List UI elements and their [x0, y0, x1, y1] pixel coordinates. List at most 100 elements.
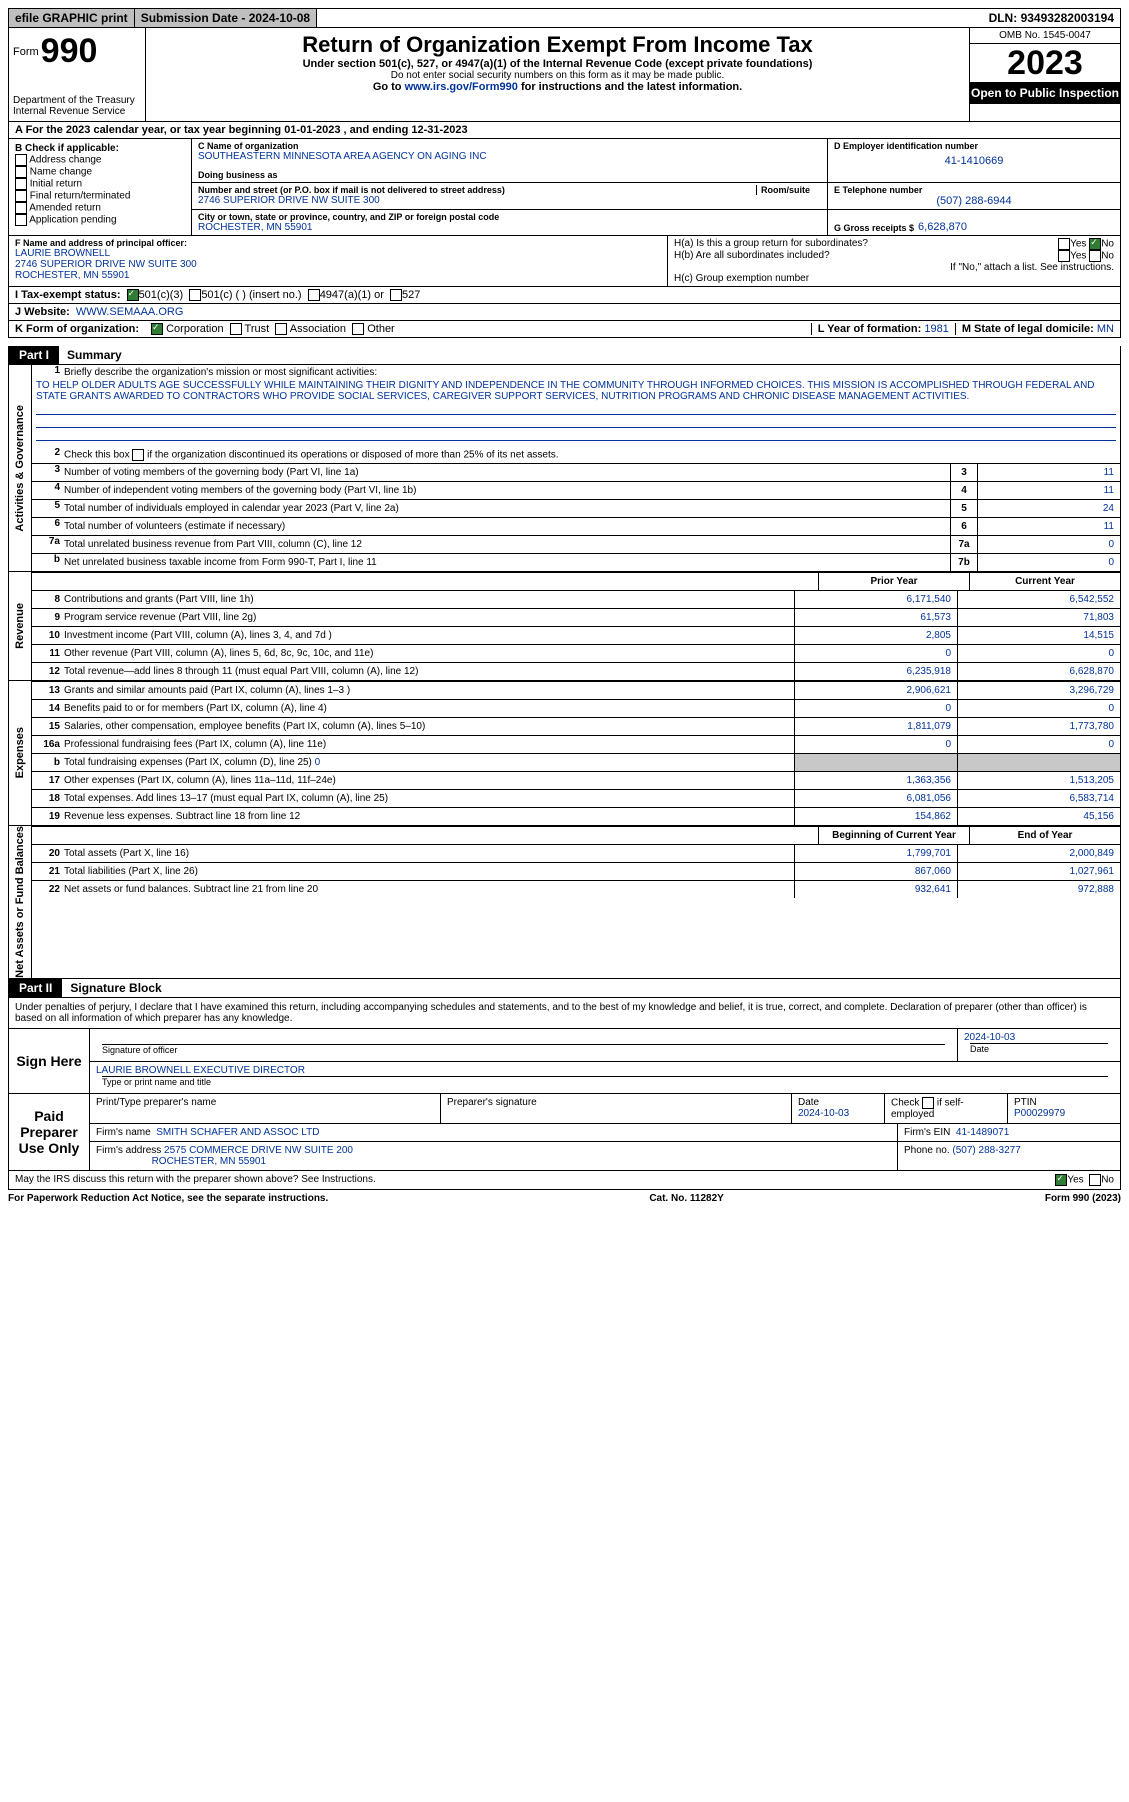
form-subtitle: Under section 501(c), 527, or 4947(a)(1)… [152, 58, 963, 70]
city-state-zip: ROCHESTER, MN 55901 [198, 222, 821, 233]
street-address: 2746 SUPERIOR DRIVE NW SUITE 300 [198, 195, 821, 206]
chk-discuss-no[interactable] [1089, 1174, 1101, 1186]
checkbox-item[interactable]: Address change [15, 154, 185, 166]
chk-discontinued[interactable] [132, 449, 144, 461]
side-governance: Activities & Governance [9, 365, 32, 571]
gross-block: G Gross receipts $ 6,628,870 [828, 210, 1120, 235]
preparer-block: Paid Preparer Use Only Print/Type prepar… [8, 1094, 1121, 1171]
form-number: Form 990 [13, 32, 141, 71]
summary-row: 7aTotal unrelated business revenue from … [32, 535, 1120, 553]
summary-row: 6Total number of volunteers (estimate if… [32, 517, 1120, 535]
checkbox-item[interactable]: Initial return [15, 178, 185, 190]
data-row: 21Total liabilities (Part X, line 26) 86… [32, 862, 1120, 880]
irs: Internal Revenue Service [13, 106, 141, 117]
submission-date: Submission Date - 2024-10-08 [135, 9, 317, 27]
section-bcd: B Check if applicable: Address change Na… [8, 139, 1121, 236]
summary-row: 3Number of voting members of the governi… [32, 463, 1120, 481]
data-row: 8Contributions and grants (Part VIII, li… [32, 590, 1120, 608]
mission-text: TO HELP OLDER ADULTS AGE SUCCESSFULLY WH… [32, 380, 1120, 402]
group-return-block: H(a) Is this a group return for subordin… [667, 236, 1120, 286]
ptin: P00029979 [1014, 1108, 1065, 1119]
checkbox-item[interactable]: Amended return [15, 202, 185, 214]
data-row: 10Investment income (Part VIII, column (… [32, 626, 1120, 644]
state-domicile: M State of legal domicile: MN [955, 323, 1114, 335]
efile-print[interactable]: efile GRAPHIC print [9, 9, 135, 27]
tax-year: 2023 [970, 44, 1120, 82]
part2-declaration: Under penalties of perjury, I declare th… [8, 998, 1121, 1029]
chk-self-employed[interactable] [922, 1097, 934, 1109]
k-option[interactable]: Corporation [151, 323, 230, 335]
org-name: SOUTHEASTERN MINNESOTA AREA AGENCY ON AG… [198, 151, 821, 162]
form-note: Do not enter social security numbers on … [152, 70, 963, 81]
dln: DLN: 93493282003194 [983, 9, 1120, 27]
data-row: 18Total expenses. Add lines 13–17 (must … [32, 789, 1120, 807]
city-block: City or town, state or province, country… [192, 210, 828, 235]
col-b: B Check if applicable: Address change Na… [9, 139, 192, 235]
data-row: 13Grants and similar amounts paid (Part … [32, 681, 1120, 699]
telephone: (507) 288-6944 [834, 195, 1114, 207]
k-option[interactable]: Association [275, 323, 352, 335]
side-revenue: Revenue [9, 572, 32, 680]
principal-officer: F Name and address of principal officer:… [9, 236, 667, 286]
checkbox-item[interactable]: Name change [15, 166, 185, 178]
side-netassets: Net Assets or Fund Balances [9, 826, 32, 978]
summary-netassets: Net Assets or Fund Balances Beginning of… [8, 826, 1121, 979]
chk-discuss-yes[interactable] [1055, 1174, 1067, 1186]
summary-row: bNet unrelated business taxable income f… [32, 553, 1120, 571]
officer-name: LAURIE BROWNELL EXECUTIVE DIRECTOR [96, 1065, 1114, 1076]
data-row: 11Other revenue (Part VIII, column (A), … [32, 644, 1120, 662]
firm-phone: (507) 288-3277 [952, 1145, 1020, 1156]
firm-name: SMITH SCHAFER AND ASSOC LTD [156, 1127, 319, 1138]
summary-expenses: Expenses 13Grants and similar amounts pa… [8, 681, 1121, 826]
addr-block: Number and street (or P.O. box if mail i… [192, 183, 828, 209]
topbar: efile GRAPHIC print Submission Date - 20… [8, 8, 1121, 28]
summary-row: 4Number of independent voting members of… [32, 481, 1120, 499]
chk-527[interactable] [390, 289, 402, 301]
chk-501c3[interactable] [127, 289, 139, 301]
firm-addr: 2575 COMMERCE DRIVE NW SUITE 200 [164, 1145, 353, 1156]
header-left: Form 990 Department of the Treasury Inte… [9, 28, 146, 121]
discuss-row: May the IRS discuss this return with the… [8, 1171, 1121, 1190]
form-link-line: Go to www.irs.gov/Form990 for instructio… [152, 81, 963, 93]
data-row: 17Other expenses (Part IX, column (A), l… [32, 771, 1120, 789]
checkbox-item[interactable]: Application pending [15, 214, 185, 226]
inspection-notice: Open to Public Inspection [970, 82, 1120, 104]
ein-block: D Employer identification number 41-1410… [828, 139, 1120, 182]
omb-number: OMB No. 1545-0047 [970, 28, 1120, 44]
k-option[interactable]: Other [352, 323, 401, 335]
telephone-block: E Telephone number (507) 288-6944 [828, 183, 1120, 209]
data-row: 9Program service revenue (Part VIII, lin… [32, 608, 1120, 626]
data-row: 20Total assets (Part X, line 16) 1,799,7… [32, 844, 1120, 862]
chk-501c[interactable] [189, 289, 201, 301]
gross-receipts: 6,628,870 [918, 221, 967, 233]
form-title: Return of Organization Exempt From Incom… [152, 32, 963, 58]
form-header: Form 990 Department of the Treasury Inte… [8, 28, 1121, 122]
data-row: 16aProfessional fundraising fees (Part I… [32, 735, 1120, 753]
website-url[interactable]: WWW.SEMAAA.ORG [76, 306, 184, 318]
summary-revenue: Revenue Prior Year Current Year 8Contrib… [8, 572, 1121, 681]
col-cd: C Name of organization SOUTHEASTERN MINN… [192, 139, 1120, 235]
data-row: 19Revenue less expenses. Subtract line 1… [32, 807, 1120, 825]
data-row: 12Total revenue—add lines 8 through 11 (… [32, 662, 1120, 680]
chk-4947[interactable] [308, 289, 320, 301]
tax-status-row: I Tax-exempt status: 501(c)(3) 501(c) ( … [8, 287, 1121, 304]
row-16b: b Total fundraising expenses (Part IX, c… [32, 753, 1120, 771]
data-row: 22Net assets or fund balances. Subtract … [32, 880, 1120, 898]
instructions-link[interactable]: www.irs.gov/Form990 [405, 81, 518, 93]
year-formation: L Year of formation: 1981 [811, 323, 949, 335]
k-option[interactable]: Trust [230, 323, 276, 335]
summary-governance: Activities & Governance 1Briefly describ… [8, 365, 1121, 572]
website-row: J Website: WWW.SEMAAA.ORG [8, 304, 1121, 321]
section-fh: F Name and address of principal officer:… [8, 236, 1121, 287]
sign-here-label: Sign Here [9, 1029, 90, 1093]
header-right: OMB No. 1545-0047 2023 Open to Public In… [970, 28, 1120, 121]
side-expenses: Expenses [9, 681, 32, 825]
netassets-header: Beginning of Current Year End of Year [32, 826, 1120, 844]
part2-header: Part II Signature Block [8, 979, 1121, 998]
header-center: Return of Organization Exempt From Incom… [146, 28, 970, 121]
sign-block: Sign Here Signature of officer 2024-10-0… [8, 1029, 1121, 1094]
ha-yesno: Yes No [1058, 238, 1114, 250]
data-row: 14Benefits paid to or for members (Part … [32, 699, 1120, 717]
checkbox-item[interactable]: Final return/terminated [15, 190, 185, 202]
preparer-label: Paid Preparer Use Only [9, 1094, 90, 1170]
